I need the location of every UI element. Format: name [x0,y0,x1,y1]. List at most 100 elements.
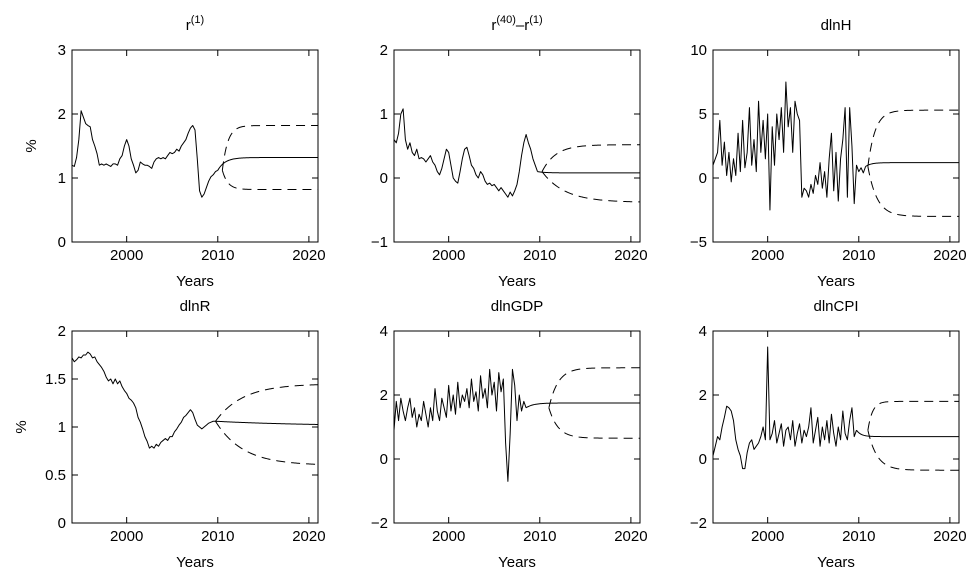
y-ticks: 0 0.5 1 1.5 2 [45,323,318,532]
forecast-line [215,420,318,425]
forecast-line [525,402,640,409]
y-tick-label: 0 [699,451,707,468]
x-axis-label: Years [498,273,536,290]
title-superscript: (40) [496,14,516,26]
panel-title: dlnR [180,298,211,315]
y-tick-label: 2 [58,106,66,123]
x-axis-label: Years [176,273,214,290]
y-tick-label: −1 [371,234,388,251]
y-tick-label: 2 [380,42,388,59]
history-line [712,81,867,211]
panel-dlnCPI: dlnCPI −2 0 2 4 2000 2010 2020 Years [690,298,967,571]
plot-frame [393,330,641,524]
y-tick-label: −5 [690,234,707,251]
y-tick-label: 2 [699,387,707,404]
forecast-line [217,157,318,171]
title-middle: –r [516,17,529,34]
upper-band-line [867,109,959,167]
upper-band-line [548,367,640,408]
y-ticks: −1 0 1 2 [371,42,640,251]
series-lines [393,367,640,482]
y-tick-label: 1 [58,170,66,187]
x-tick-label: 2010 [842,528,875,545]
y-tick-label: 0 [380,451,388,468]
plot-frame [71,330,319,524]
x-tick-label: 2010 [201,247,234,264]
upper-band-line [867,400,959,431]
y-ticks: −5 0 5 10 [690,42,959,251]
plot-frame [71,49,319,243]
x-tick-label: 2000 [751,528,784,545]
x-tick-label: 2020 [933,247,966,264]
plot-frame [712,330,960,524]
panel-title: dlnCPI [813,298,858,315]
x-tick-label: 2010 [201,528,234,545]
x-axis-label: Years [176,554,214,571]
title-base: r [491,17,496,34]
title-base: r [186,17,191,34]
x-tick-label: 2020 [292,528,325,545]
history-line [71,351,216,449]
y-axis-label: % [13,420,30,433]
x-axis-label: Years [817,273,855,290]
title-superscript-2: (1) [529,14,542,26]
title-superscript: (1) [191,14,204,26]
x-tick-label: 2020 [933,528,966,545]
x-axis-label: Years [817,554,855,571]
series-lines [712,346,959,471]
x-tick-label: 2000 [110,528,143,545]
y-tick-label: −2 [690,515,707,532]
y-tick-label: 1 [380,106,388,123]
plot-frame [393,49,641,243]
plot-frame [712,49,960,243]
y-tick-label: 2 [380,387,388,404]
y-tick-label: 0 [58,515,66,532]
series-lines [71,351,318,465]
x-tick-label: 2010 [523,528,556,545]
lower-band-line [867,430,959,471]
y-ticks: −2 0 2 4 [371,323,640,532]
x-tick-label: 2020 [292,247,325,264]
y-tick-label: 0.5 [45,467,66,484]
history-line [393,108,538,198]
y-ticks: −2 0 2 4 [690,323,959,532]
panel-title: r(1) [186,14,204,34]
y-tick-label: 0 [699,170,707,187]
x-ticks: 2000 2010 2020 [751,331,967,545]
lower-band-line [548,407,640,439]
x-ticks: 2000 2010 2020 [110,50,326,264]
y-tick-label: 0 [380,170,388,187]
x-ticks: 2000 2010 2020 [110,331,326,545]
y-tick-label: 0 [58,234,66,251]
y-tick-label: 5 [699,106,707,123]
y-tick-label: 1.5 [45,371,66,388]
y-tick-label: −2 [371,515,388,532]
panel-dlnH: dlnH −5 0 5 10 2000 2010 2020 Years [690,17,967,290]
y-ticks: 0 1 2 3 [58,42,318,251]
lower-band-line [867,166,959,217]
lower-band-line [541,171,640,203]
x-tick-label: 2000 [751,247,784,264]
x-tick-label: 2020 [614,528,647,545]
y-tick-label: 1 [58,419,66,436]
y-tick-label: 4 [699,323,707,340]
history-line [712,346,857,470]
history-line [71,110,219,198]
x-tick-label: 2000 [432,528,465,545]
x-tick-label: 2010 [842,247,875,264]
x-axis-label: Years [498,554,536,571]
y-tick-label: 2 [58,323,66,340]
x-tick-label: 2020 [614,247,647,264]
y-tick-label: 4 [380,323,388,340]
history-line [393,368,527,482]
x-tick-label: 2000 [432,247,465,264]
lower-band-line [215,420,318,465]
panel-dlnR: dlnR 0 0.5 1 1.5 2 2000 2010 2020 Years % [13,298,326,571]
y-axis-label: % [23,139,40,152]
x-ticks: 2000 2010 2020 [432,50,648,264]
x-tick-label: 2000 [110,247,143,264]
forecast-line [865,162,959,167]
panel-spread: r(40)–r(1) −1 0 1 2 2000 2010 2020 Years [371,14,648,290]
upper-band-line [541,144,640,172]
